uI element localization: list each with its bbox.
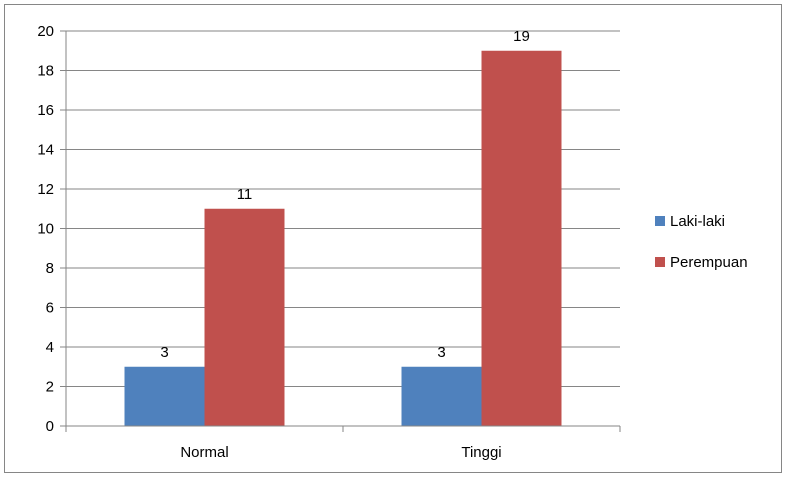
y-tick-label-0: 0: [46, 418, 54, 435]
x-category-label-tinggi: Tinggi: [461, 444, 501, 461]
legend-label-laki-laki: Laki-laki: [670, 213, 725, 230]
data-label-normal-perempuan: 11: [237, 186, 253, 203]
legend-swatch-laki-laki: [655, 216, 665, 226]
data-label-normal-laki-laki: 3: [160, 344, 168, 361]
bar-normal-perempuan: [204, 208, 285, 426]
y-tick-label-2: 2: [46, 379, 54, 396]
y-tick-label-20: 20: [37, 23, 54, 40]
legend-label-perempuan: Perempuan: [670, 254, 748, 271]
bar-tinggi-perempuan: [481, 50, 562, 426]
y-tick-label-14: 14: [37, 142, 54, 159]
legend-swatch-perempuan: [655, 257, 665, 267]
bar-tinggi-laki-laki: [401, 366, 482, 426]
axes: [60, 30, 621, 432]
y-tick-label-4: 4: [46, 339, 54, 356]
x-category-label-normal: Normal: [180, 444, 228, 461]
y-tick-label-16: 16: [37, 102, 54, 119]
bars: [124, 50, 562, 426]
legend: Laki-laki Perempuan: [655, 213, 748, 271]
data-label-tinggi-laki-laki: 3: [437, 344, 445, 361]
labels: 0 2 4 6 8 10 12 14 16 18 20 3 11 Normal 3 19 Tinggi: [37, 23, 530, 461]
y-tick-label-6: 6: [46, 300, 54, 317]
y-tick-label-18: 18: [37, 63, 54, 80]
y-tick-label-12: 12: [37, 181, 54, 198]
data-label-tinggi-perempuan: 19: [513, 28, 530, 45]
y-tick-label-10: 10: [37, 221, 54, 238]
y-tick-label-8: 8: [46, 260, 54, 277]
bar-normal-laki-laki: [124, 366, 205, 426]
